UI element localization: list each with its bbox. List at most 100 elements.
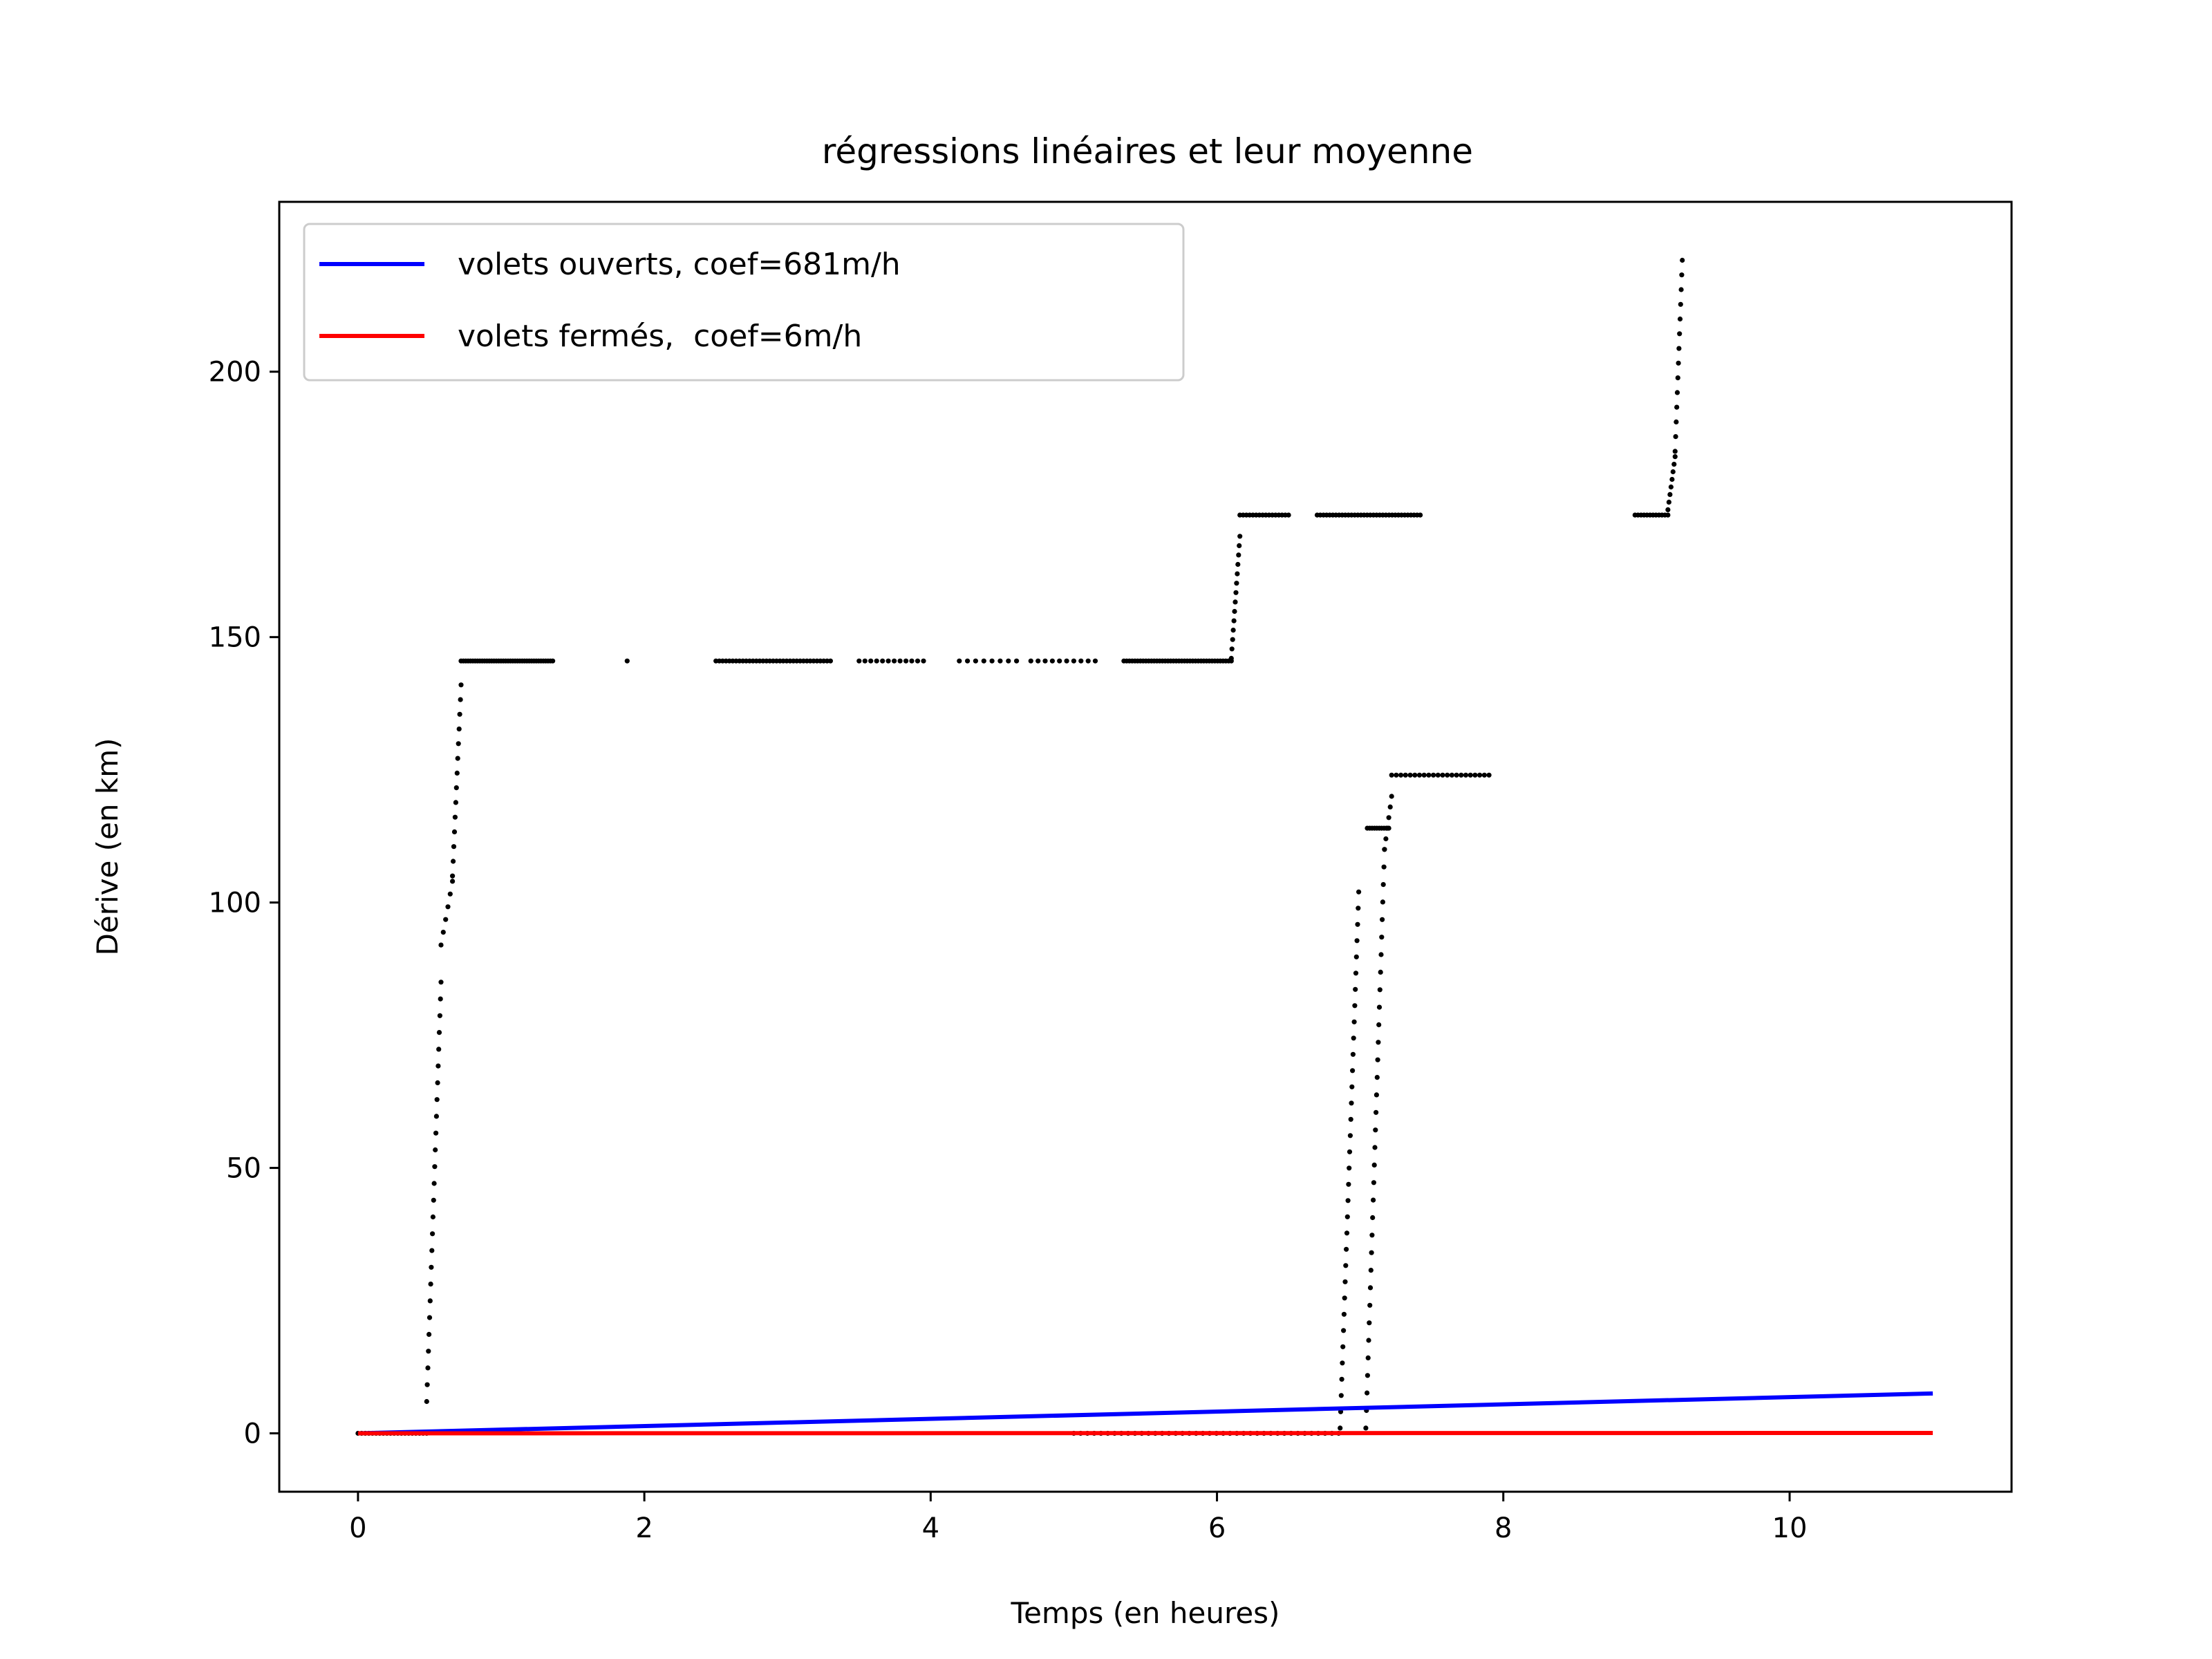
data-point: [1407, 772, 1413, 778]
data-point: [1377, 987, 1382, 993]
data-point: [1378, 969, 1383, 975]
data-point: [1365, 1373, 1370, 1378]
data-point: [1035, 658, 1041, 664]
data-point: [1445, 772, 1450, 778]
data-point: [455, 756, 460, 761]
data-point: [1472, 772, 1478, 778]
data-point: [435, 1080, 440, 1085]
data-point: [1394, 772, 1399, 778]
data-point: [1379, 935, 1385, 940]
data-point: [1380, 917, 1385, 922]
data-point: [1341, 1328, 1347, 1333]
data-point: [1356, 889, 1362, 894]
data-point: [1376, 1004, 1382, 1010]
x-tick-label: 6: [1208, 1512, 1226, 1544]
data-point: [1235, 571, 1240, 577]
data-point: [1680, 257, 1685, 263]
x-tick-label: 10: [1772, 1512, 1808, 1544]
data-point: [1486, 772, 1492, 778]
data-point: [452, 814, 458, 820]
data-point: [454, 770, 460, 776]
data-point: [1339, 1376, 1344, 1382]
data-point: [1342, 1295, 1347, 1301]
data-point: [903, 658, 909, 664]
data-point: [1386, 815, 1391, 821]
data-point: [1343, 1263, 1349, 1268]
data-point: [973, 658, 978, 664]
data-point: [440, 930, 446, 935]
data-point: [1338, 1393, 1344, 1398]
data-point: [1236, 552, 1241, 558]
data-point: [1381, 864, 1387, 870]
data-point: [1230, 628, 1236, 633]
data-point: [433, 1130, 439, 1136]
data-point: [624, 658, 630, 664]
data-point: [430, 1231, 435, 1237]
y-tick-label: 0: [244, 1418, 261, 1450]
plot-area: [278, 200, 2013, 1493]
data-point: [1350, 1051, 1356, 1057]
data-point: [453, 785, 459, 791]
data-point: [451, 844, 457, 850]
data-point: [1374, 1092, 1379, 1098]
data-point: [428, 1282, 433, 1287]
data-point: [457, 711, 462, 717]
data-point: [426, 1349, 431, 1354]
data-point: [1371, 1162, 1377, 1168]
x-tick-label: 8: [1494, 1512, 1512, 1544]
data-point: [1412, 772, 1418, 778]
data-point: [909, 658, 915, 664]
data-point: [981, 658, 986, 664]
data-point: [1353, 954, 1359, 959]
data-point: [1064, 658, 1069, 664]
data-point: [1371, 1180, 1376, 1185]
data-point: [1380, 899, 1385, 905]
data-point: [1228, 655, 1234, 662]
data-point: [1389, 772, 1394, 778]
data-point: [1235, 561, 1241, 568]
data-point: [1340, 1360, 1345, 1366]
data-point: [1078, 658, 1084, 664]
data-point: [1346, 1181, 1351, 1187]
data-point: [447, 891, 453, 897]
data-point: [1353, 986, 1358, 992]
data-point: [435, 1063, 441, 1069]
data-point: [1340, 1344, 1346, 1349]
data-point: [1676, 346, 1682, 351]
data-point: [1367, 1320, 1372, 1326]
data-point: [451, 859, 456, 864]
data-point: [1071, 658, 1076, 664]
data-point: [438, 980, 444, 985]
x-tick-label: 0: [349, 1512, 366, 1544]
x-axis-ticks: 0 2 4 6 8 10: [349, 1492, 1807, 1544]
chart-title: régressions linéaires et leur moyenne: [822, 131, 1473, 171]
data-point: [1403, 772, 1408, 778]
data-point: [921, 658, 926, 664]
data-point: [427, 1331, 432, 1337]
data-point: [450, 879, 456, 884]
data-point: [424, 1382, 430, 1387]
data-point: [433, 1114, 440, 1119]
legend-label-volets-ouverts: volets ouverts, coef=681m/h: [458, 247, 901, 282]
data-point: [1426, 772, 1432, 778]
data-point: [430, 1214, 436, 1220]
data-point: [1366, 1338, 1371, 1343]
data-point: [1371, 1197, 1376, 1203]
data-point: [1028, 658, 1033, 664]
data-point: [429, 1264, 434, 1270]
data-point: [1344, 1230, 1350, 1236]
data-point: [1380, 882, 1386, 888]
data-point: [1369, 1232, 1375, 1238]
data-point: [1672, 449, 1678, 454]
data-point: [1673, 434, 1678, 440]
data-points: [355, 257, 1685, 1436]
legend: volets ouverts, coef=681m/h volets fermé…: [303, 223, 1185, 382]
data-point: [1237, 543, 1242, 549]
data-point: [1416, 772, 1423, 778]
y-tick-label: 200: [209, 357, 261, 388]
data-point: [1370, 1215, 1376, 1221]
data-point: [897, 658, 903, 664]
data-point: [456, 727, 462, 732]
data-point: [436, 1030, 442, 1035]
data-point: [427, 1315, 433, 1320]
